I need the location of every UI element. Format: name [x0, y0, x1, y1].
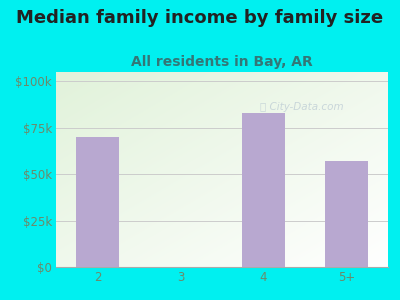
Text: ⓘ City-Data.com: ⓘ City-Data.com — [260, 102, 344, 112]
Bar — [242, 113, 285, 267]
Text: Median family income by family size: Median family income by family size — [16, 9, 384, 27]
Title: All residents in Bay, AR: All residents in Bay, AR — [131, 56, 313, 69]
Bar — [76, 137, 119, 267]
Bar — [325, 161, 368, 267]
